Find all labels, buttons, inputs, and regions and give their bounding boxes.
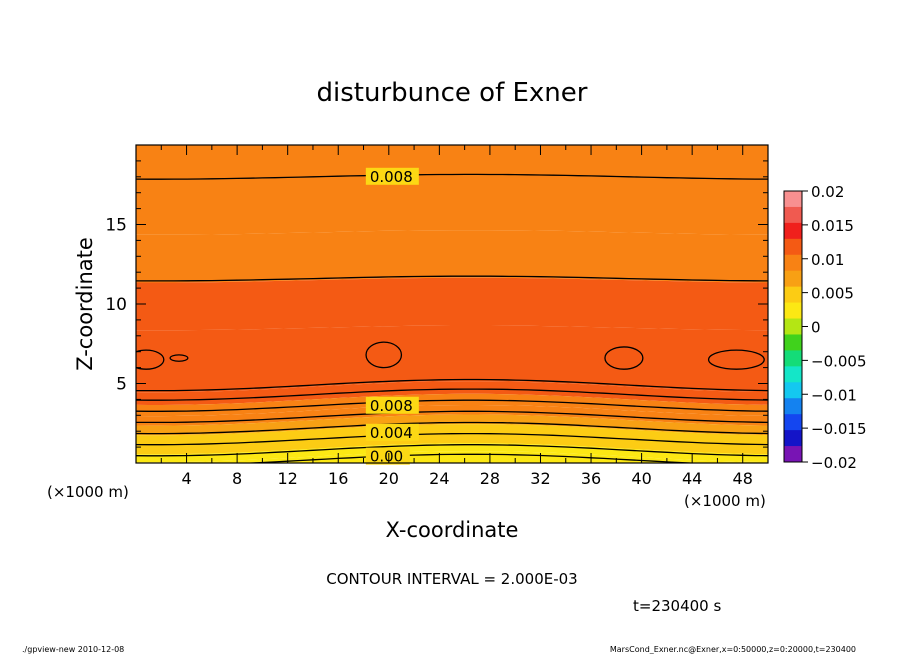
contour-line-5 <box>136 410 768 424</box>
filled-contour-bands <box>136 145 768 463</box>
colorbar-swatch-11 <box>784 366 802 383</box>
colorbar-label-7: −0.015 <box>811 420 867 438</box>
contour-band-6 <box>136 393 768 417</box>
y-axis-label: Z-coordinate <box>73 237 97 371</box>
x-tick-label-32: 32 <box>530 469 550 488</box>
x-unit-left: (×1000 m) <box>47 483 129 501</box>
colorbar-swatch-13 <box>784 398 802 415</box>
y-tick-label-15: 15 <box>105 216 127 236</box>
closed-contour-1 <box>169 354 189 362</box>
contour-label-1: 0.008 <box>370 397 413 415</box>
contour-band-12 <box>136 451 768 463</box>
footer-left: ./gpview-new 2010-12-08 <box>22 645 124 654</box>
contour-band-1 <box>136 174 768 235</box>
contour-label-bg-2 <box>365 423 419 441</box>
colorbar-label-8: −0.02 <box>811 454 857 472</box>
colorbar-label-4: 0 <box>811 319 821 337</box>
contour-band-4 <box>136 325 768 393</box>
x-tick-label-16: 16 <box>328 469 348 488</box>
contour-line-4 <box>136 399 768 412</box>
contour-line-1 <box>136 275 768 282</box>
colorbar-swatch-4 <box>784 254 802 272</box>
closed-contour-2 <box>365 341 403 369</box>
contour-band-8 <box>136 414 768 436</box>
contour-label-0: 0.008 <box>370 168 413 186</box>
contour-band-11 <box>136 443 768 463</box>
colorbar-swatch-9 <box>784 334 802 351</box>
x-tick-label-4: 4 <box>181 469 191 488</box>
x-unit-right: (×1000 m) <box>684 492 766 510</box>
contour-line-9 <box>235 453 707 463</box>
y-axis-ticks: 5 10 15 <box>105 144 768 464</box>
colorbar-label-6: −0.01 <box>811 386 857 404</box>
contour-band-0 <box>136 145 768 180</box>
x-tick-label-44: 44 <box>682 469 702 488</box>
colorbar-label-2: 0.01 <box>811 251 844 269</box>
contour-line-3 <box>136 388 768 401</box>
contour-label-bg-1 <box>365 396 419 414</box>
contour-line-2 <box>136 378 768 392</box>
colorbar-swatch-12 <box>784 382 802 399</box>
colorbar-label-5: −0.005 <box>811 352 867 370</box>
colorbar-swatch-5 <box>784 270 802 288</box>
footer-right: MarsCond_Exner.nc@Exner,x=0:50000,z=0:20… <box>610 645 856 654</box>
closed-contour-4 <box>707 349 765 370</box>
colorbar-swatch-15 <box>784 430 802 447</box>
x-tick-label-20: 20 <box>379 469 399 488</box>
contour-band-5 <box>136 381 768 405</box>
x-tick-label-12: 12 <box>278 469 298 488</box>
x-axis-ticks: 4 8 12 16 20 24 28 32 36 40 44 48 <box>135 145 769 488</box>
contour-labels: 0.008 0.008 0.004 0.00 <box>365 167 419 466</box>
contour-line-8 <box>136 444 768 457</box>
x-tick-label-24: 24 <box>429 469 449 488</box>
colorbar-swatch-3 <box>784 238 802 256</box>
colorbar-swatch-1 <box>784 206 802 224</box>
contour-band-3 <box>136 277 768 331</box>
x-tick-label-36: 36 <box>581 469 601 488</box>
colorbar-label-1: 0.015 <box>811 217 854 235</box>
x-axis-label: X-coordinate <box>386 518 519 542</box>
x-tick-label-28: 28 <box>480 469 500 488</box>
x-tick-label-8: 8 <box>232 469 242 488</box>
contour-band-7 <box>136 405 768 426</box>
contour-label-bg-3 <box>365 447 410 465</box>
contour-line-0 <box>136 173 768 180</box>
closed-contour-3 <box>604 346 644 370</box>
colorbar-swatch-8 <box>784 318 802 335</box>
contour-label-bg-0 <box>365 167 419 185</box>
colorbar-label-3: 0.005 <box>811 285 854 303</box>
contour-lines <box>136 173 768 463</box>
time-text: t=230400 s <box>633 597 721 615</box>
closed-contour-0 <box>136 349 165 370</box>
colorbar: 0.02 0.015 0.01 0.005 0 −0.005 −0.01 −0.015 −0.0… <box>783 183 867 472</box>
colorbar-label-0: 0.02 <box>811 183 844 201</box>
colorbar-swatch-6 <box>784 286 802 304</box>
contour-line-7 <box>136 432 768 446</box>
colorbar-swatch-0 <box>784 191 802 208</box>
y-tick-label-5: 5 <box>116 375 127 395</box>
chart-title: disturbunce of Exner <box>317 78 588 108</box>
x-tick-label-48: 48 <box>733 469 753 488</box>
contour-interval-text: CONTOUR INTERVAL = 2.000E-03 <box>326 570 577 588</box>
contour-label-3: 0.00 <box>370 448 403 466</box>
colorbar-swatch-10 <box>784 350 802 367</box>
contour-label-2: 0.004 <box>370 424 413 442</box>
colorbar-swatch-14 <box>784 414 802 431</box>
colorbar-swatch-2 <box>784 222 802 240</box>
x-tick-label-40: 40 <box>631 469 651 488</box>
contour-band-2 <box>136 230 768 283</box>
colorbar-swatch-16 <box>784 446 802 463</box>
y-tick-label-10: 10 <box>105 295 127 315</box>
colorbar-swatch-7 <box>784 302 802 320</box>
contour-line-6 <box>136 421 768 435</box>
